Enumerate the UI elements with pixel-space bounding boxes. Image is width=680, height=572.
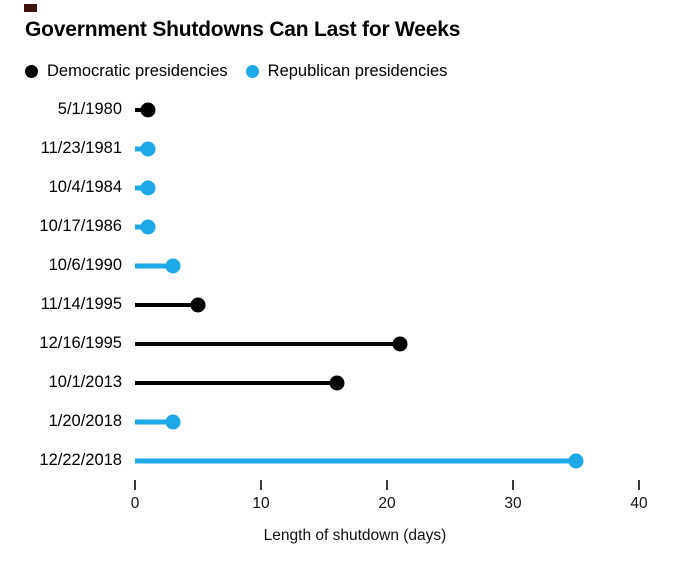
data-point-dot: [140, 180, 156, 195]
x-axis-tick: [386, 480, 388, 490]
y-axis-date-label: 11/14/1995: [40, 295, 122, 313]
row-plot-area: [135, 324, 664, 363]
bar-stem: [135, 419, 173, 424]
y-axis-date-label: 10/1/2013: [48, 373, 122, 391]
chart-title: Government Shutdowns Can Last for Weeks: [25, 18, 461, 41]
x-axis-tick: [260, 480, 262, 490]
row-plot-area: [135, 90, 664, 129]
chart-row: 1/20/2018: [0, 402, 680, 441]
y-axis-date-label: 5/1/1980: [57, 100, 122, 118]
bar-stem: [135, 458, 576, 463]
chart-row: 10/4/1984: [0, 168, 680, 207]
chart-row: 12/16/1995: [0, 324, 680, 363]
x-axis-tick-label: 10: [252, 495, 270, 512]
x-axis-tick: [134, 480, 136, 490]
row-plot-area: [135, 168, 664, 207]
row-plot-area: [135, 441, 664, 480]
row-plot-area: [135, 363, 664, 402]
democratic-dot-icon: [25, 65, 38, 78]
x-axis: [134, 480, 664, 490]
y-axis-date-label: 12/16/1995: [39, 334, 122, 352]
data-point-dot: [568, 453, 584, 468]
x-axis-title: Length of shutdown (days): [263, 527, 447, 544]
x-axis-tick-label: 0: [130, 495, 140, 512]
bar-stem: [135, 341, 400, 346]
lollipop-chart: 5/1/1980 11/23/1981 10/4/1984 10/17/1986 10/…: [0, 90, 680, 545]
chart-row: 10/6/1990: [0, 246, 680, 285]
y-axis-date-label: 12/22/2018: [39, 451, 122, 469]
x-axis-tick-labels: 0 10 20 30 40: [131, 495, 664, 514]
legend-label-republican: Republican presidencies: [267, 62, 448, 80]
data-point-dot: [140, 219, 156, 234]
row-plot-area: [135, 207, 664, 246]
y-axis-date-label: 11/23/1981: [40, 139, 122, 157]
chart-row: 11/14/1995: [0, 285, 680, 324]
chart-row: 10/17/1986: [0, 207, 680, 246]
y-axis-date-label: 10/6/1990: [48, 256, 122, 274]
row-plot-area: [135, 285, 664, 324]
chart-row: 12/22/2018: [0, 441, 680, 480]
legend-item-democratic: Democratic presidencies: [25, 62, 228, 81]
bar-stem: [135, 302, 198, 307]
y-axis-date-label: 10/17/1986: [39, 217, 122, 235]
legend-item-republican: Republican presidencies: [245, 62, 448, 81]
row-plot-area: [135, 129, 664, 168]
chart-row: 5/1/1980: [0, 90, 680, 129]
row-plot-area: [135, 246, 664, 285]
legend: Democratic presidencies Republican presi…: [25, 62, 447, 81]
data-point-dot: [140, 102, 156, 117]
bar-stem: [135, 380, 337, 385]
bar-stem: [135, 263, 173, 268]
data-point-dot: [140, 141, 156, 156]
row-plot-area: [135, 402, 664, 441]
x-axis-tick-label: 30: [504, 495, 522, 512]
data-point-dot: [165, 414, 181, 429]
x-axis-tick-label: 20: [378, 495, 396, 512]
brand-logo-mark: [24, 4, 37, 12]
chart-row: 10/1/2013: [0, 363, 680, 402]
chart-rows: 5/1/1980 11/23/1981 10/4/1984 10/17/1986 10/…: [0, 90, 680, 480]
x-axis-tick-label: 40: [630, 495, 648, 512]
y-axis-date-label: 1/20/2018: [48, 412, 122, 430]
x-axis-tick: [638, 480, 640, 490]
data-point-dot: [165, 258, 181, 273]
y-axis-date-label: 10/4/1984: [48, 178, 122, 196]
data-point-dot: [190, 297, 206, 312]
data-point-dot: [329, 375, 345, 390]
republican-dot-icon: [245, 65, 259, 78]
x-axis-tick: [512, 480, 514, 490]
data-point-dot: [392, 336, 408, 351]
chart-row: 11/23/1981: [0, 129, 680, 168]
legend-label-democratic: Democratic presidencies: [47, 62, 228, 80]
